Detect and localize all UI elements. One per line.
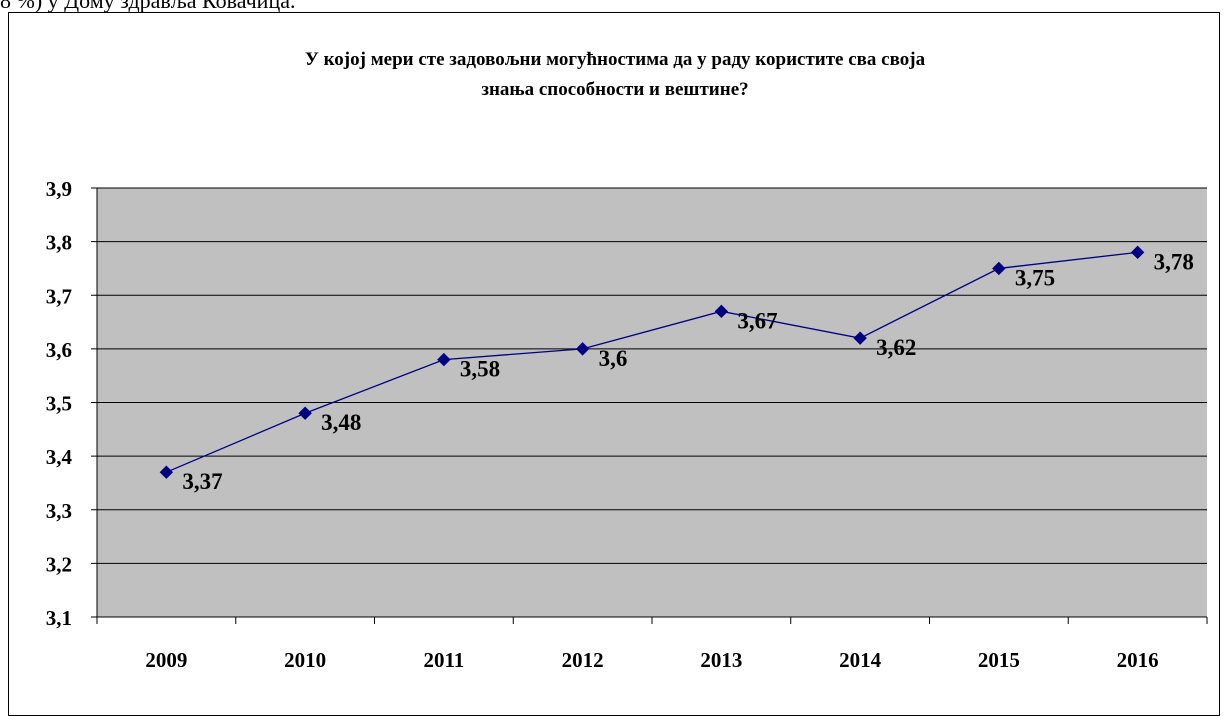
y-tick-label: 3,4 bbox=[46, 445, 73, 469]
data-point-marker bbox=[575, 342, 590, 356]
data-point-marker bbox=[1130, 245, 1145, 260]
data-point-marker bbox=[714, 304, 729, 319]
x-tick-label: 2012 bbox=[562, 648, 604, 672]
y-tick-label: 3,8 bbox=[46, 231, 72, 255]
y-tick-label: 3,5 bbox=[46, 392, 72, 416]
chart-title-line-2: знања способности и вештине? bbox=[481, 79, 748, 100]
data-label: 3,6 bbox=[599, 346, 628, 371]
data-point-marker bbox=[159, 465, 174, 479]
chart-title-line-1: У којој мери сте задовољни могућностима … bbox=[305, 49, 926, 70]
data-point-marker bbox=[992, 261, 1006, 276]
data-label: 3,62 bbox=[876, 335, 916, 360]
data-point-marker bbox=[853, 331, 867, 345]
data-label: 3,58 bbox=[460, 357, 500, 382]
x-tick-label: 2016 bbox=[1117, 648, 1159, 672]
x-tick-label: 2011 bbox=[423, 648, 464, 672]
data-label: 3,67 bbox=[737, 308, 777, 333]
x-tick-label: 2015 bbox=[978, 648, 1020, 672]
x-tick-label: 2010 bbox=[284, 648, 326, 672]
data-point-marker bbox=[298, 406, 312, 420]
y-tick-label: 3,1 bbox=[46, 606, 72, 630]
data-label: 3,37 bbox=[182, 469, 222, 494]
series-line bbox=[166, 251, 1138, 473]
y-tick-label: 3,2 bbox=[46, 552, 72, 576]
data-point-marker bbox=[437, 352, 451, 367]
preceding-text-fragment: 8 %) у Дому здравља Ковачица. bbox=[0, 0, 296, 13]
y-tick-label: 3,6 bbox=[46, 338, 72, 362]
y-tick-label: 3,9 bbox=[46, 177, 72, 201]
y-tick-label: 3,3 bbox=[46, 499, 72, 523]
data-label: 3,78 bbox=[1154, 249, 1194, 274]
x-tick-label: 2013 bbox=[700, 648, 742, 672]
data-label: 3,48 bbox=[321, 410, 361, 435]
y-tick-label: 3,7 bbox=[46, 284, 72, 308]
x-tick-label: 2009 bbox=[145, 648, 187, 672]
data-label: 3,75 bbox=[1015, 265, 1055, 290]
x-tick-label: 2014 bbox=[839, 648, 882, 672]
